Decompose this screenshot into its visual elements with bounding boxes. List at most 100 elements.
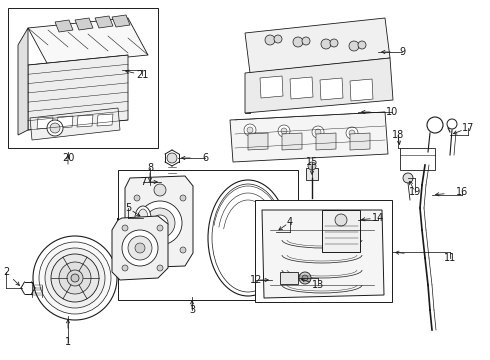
Circle shape (281, 128, 287, 134)
Polygon shape (316, 133, 336, 150)
Text: 1: 1 (65, 337, 71, 347)
Text: 10: 10 (386, 107, 398, 117)
Circle shape (302, 37, 310, 45)
Polygon shape (245, 18, 390, 73)
Text: 3: 3 (189, 305, 195, 315)
Bar (280, 272, 298, 284)
Polygon shape (57, 116, 73, 128)
Circle shape (358, 41, 366, 49)
Polygon shape (245, 73, 250, 113)
Circle shape (45, 248, 105, 308)
Polygon shape (350, 79, 373, 101)
Circle shape (349, 41, 359, 51)
Text: 11: 11 (444, 253, 456, 263)
Circle shape (59, 262, 91, 294)
Circle shape (278, 125, 290, 137)
Circle shape (349, 130, 355, 136)
Text: 5: 5 (125, 203, 131, 213)
Circle shape (138, 201, 182, 245)
Circle shape (427, 117, 443, 133)
Ellipse shape (135, 206, 151, 230)
Text: 7: 7 (140, 177, 146, 187)
Circle shape (134, 247, 140, 253)
Ellipse shape (138, 209, 148, 227)
Circle shape (308, 162, 316, 170)
Ellipse shape (212, 184, 284, 292)
Circle shape (167, 153, 177, 163)
Text: 15: 15 (306, 157, 318, 167)
Polygon shape (18, 28, 28, 135)
Polygon shape (245, 58, 393, 113)
Polygon shape (75, 18, 93, 30)
Circle shape (293, 37, 303, 47)
Bar (322, 210, 360, 252)
Circle shape (122, 230, 158, 266)
Circle shape (161, 175, 175, 189)
Circle shape (247, 127, 253, 133)
Bar (255, 200, 392, 302)
Polygon shape (260, 76, 283, 98)
Polygon shape (282, 133, 302, 150)
Polygon shape (28, 55, 128, 130)
Circle shape (180, 195, 186, 201)
Text: 19: 19 (409, 187, 421, 197)
Circle shape (47, 120, 63, 136)
Circle shape (403, 173, 413, 183)
Circle shape (145, 208, 175, 238)
Circle shape (50, 123, 60, 133)
Polygon shape (230, 112, 388, 162)
Circle shape (447, 119, 457, 129)
Ellipse shape (208, 180, 288, 296)
Polygon shape (262, 210, 384, 298)
Text: 17: 17 (462, 123, 474, 133)
Circle shape (122, 265, 128, 271)
Text: 2: 2 (3, 267, 9, 277)
Polygon shape (97, 114, 113, 126)
Circle shape (152, 215, 168, 231)
Circle shape (33, 236, 117, 320)
Circle shape (321, 39, 331, 49)
Polygon shape (112, 15, 130, 27)
Circle shape (315, 129, 321, 135)
Circle shape (71, 274, 79, 282)
Circle shape (122, 225, 128, 231)
Text: 4: 4 (287, 217, 293, 227)
Polygon shape (112, 216, 168, 280)
Text: 16: 16 (456, 187, 468, 197)
Bar (400, 148, 435, 170)
Text: 8: 8 (147, 163, 153, 173)
Polygon shape (95, 16, 113, 28)
Circle shape (265, 35, 275, 45)
Circle shape (244, 124, 256, 136)
Text: 21: 21 (136, 70, 148, 80)
Polygon shape (320, 78, 343, 100)
Circle shape (330, 39, 338, 47)
Polygon shape (37, 117, 53, 129)
Polygon shape (28, 18, 148, 65)
Circle shape (135, 243, 145, 253)
Bar (8, 8, 158, 148)
Polygon shape (248, 133, 268, 150)
Circle shape (157, 225, 163, 231)
Text: 9: 9 (399, 47, 405, 57)
Circle shape (302, 275, 308, 281)
Circle shape (274, 35, 282, 43)
Circle shape (346, 127, 358, 139)
Circle shape (335, 214, 347, 226)
Text: 14: 14 (372, 213, 384, 223)
Circle shape (128, 236, 152, 260)
Bar (118, 170, 298, 300)
Circle shape (39, 242, 111, 314)
Polygon shape (290, 77, 313, 99)
Circle shape (312, 126, 324, 138)
Circle shape (164, 178, 172, 186)
Text: 12: 12 (250, 275, 262, 285)
Polygon shape (55, 20, 73, 32)
Circle shape (180, 247, 186, 253)
Circle shape (134, 195, 140, 201)
Circle shape (67, 270, 83, 286)
Circle shape (157, 265, 163, 271)
Circle shape (299, 272, 311, 284)
Polygon shape (77, 115, 93, 127)
Bar (306, 168, 318, 180)
